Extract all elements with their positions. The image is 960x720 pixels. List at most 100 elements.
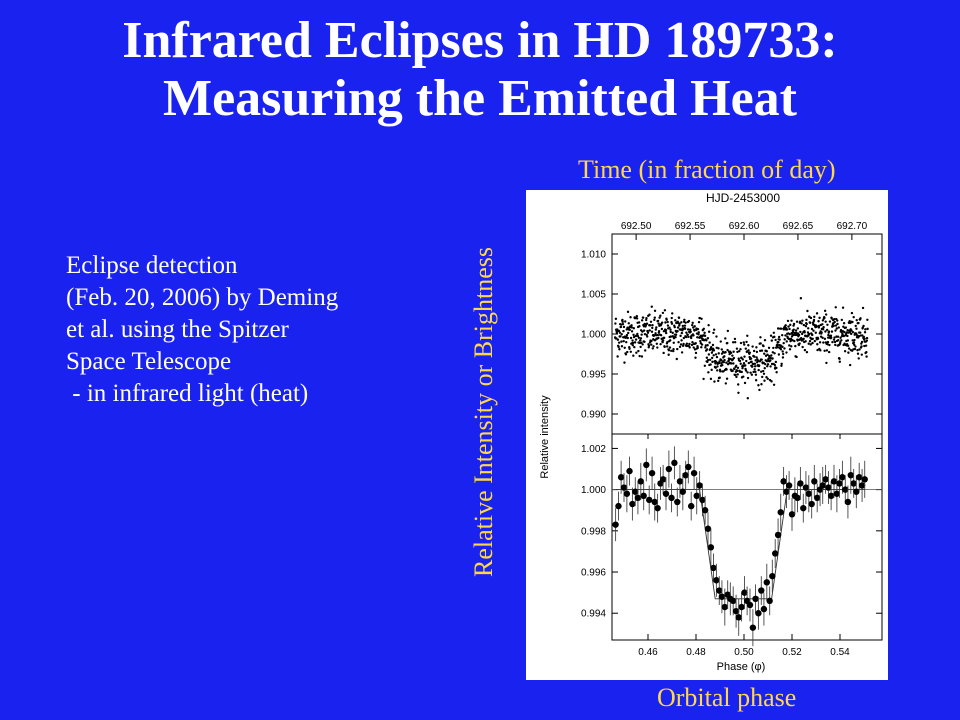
raw-data-point xyxy=(826,323,829,326)
raw-data-point xyxy=(685,331,688,334)
binned-data-point xyxy=(752,595,759,602)
raw-data-point xyxy=(640,319,644,322)
raw-data-point xyxy=(696,346,699,350)
raw-data-point xyxy=(828,343,831,347)
raw-data-point xyxy=(662,351,665,355)
raw-data-point xyxy=(672,348,675,351)
binned-data-point xyxy=(783,488,790,495)
raw-data-point xyxy=(710,356,714,360)
raw-data-point xyxy=(785,351,788,354)
raw-data-point xyxy=(801,319,804,322)
raw-data-point xyxy=(718,376,721,379)
raw-data-point xyxy=(734,373,737,377)
raw-data-point xyxy=(865,339,869,342)
raw-data-point xyxy=(846,344,850,347)
raw-data-point xyxy=(747,344,750,347)
raw-data-point xyxy=(856,352,860,355)
raw-data-point xyxy=(688,342,691,346)
raw-data-point xyxy=(788,348,792,351)
raw-data-point xyxy=(648,329,651,332)
raw-data-point xyxy=(631,341,635,345)
raw-data-point xyxy=(751,345,754,348)
raw-data-point xyxy=(748,351,752,354)
raw-data-point xyxy=(692,334,695,337)
raw-data-point xyxy=(847,351,850,354)
raw-data-point xyxy=(803,348,807,352)
raw-data-point xyxy=(705,348,709,351)
raw-data-point xyxy=(706,337,710,340)
raw-data-point xyxy=(706,344,709,347)
raw-data-point xyxy=(622,325,626,329)
raw-data-point xyxy=(807,342,810,345)
raw-data-point xyxy=(677,341,680,344)
raw-data-point xyxy=(712,349,716,352)
raw-data-point xyxy=(738,359,742,363)
binned-data-point xyxy=(732,607,740,615)
raw-data-point xyxy=(744,347,747,350)
raw-data-point xyxy=(811,337,814,341)
raw-data-point xyxy=(843,330,846,334)
raw-data-point xyxy=(827,333,830,337)
raw-data-point xyxy=(863,337,866,340)
raw-data-point xyxy=(656,346,659,349)
raw-data-point xyxy=(749,357,753,360)
raw-data-point xyxy=(637,321,641,324)
binned-data-point xyxy=(814,494,821,502)
raw-data-point xyxy=(757,368,760,372)
raw-data-point xyxy=(678,322,681,325)
raw-data-point xyxy=(645,322,649,325)
raw-data-point xyxy=(635,351,638,354)
raw-data-point xyxy=(735,375,738,379)
raw-data-point xyxy=(733,367,736,371)
binned-data-point xyxy=(707,544,715,551)
raw-data-point xyxy=(639,345,642,349)
binned-data-point xyxy=(637,478,644,485)
raw-data-point xyxy=(669,328,672,331)
raw-data-point xyxy=(651,323,654,327)
raw-data-point xyxy=(665,345,669,348)
raw-data-point xyxy=(645,316,648,320)
raw-data-point xyxy=(830,336,833,339)
raw-data-point xyxy=(794,329,798,332)
raw-data-point xyxy=(839,340,842,344)
raw-data-point xyxy=(803,331,806,334)
bottom-panel-y-tick-label: 1.002 xyxy=(581,444,606,455)
raw-data-point xyxy=(706,360,709,364)
binned-data-point xyxy=(690,469,698,477)
raw-data-point xyxy=(678,324,681,327)
description-line: - in infrared light (heat) xyxy=(66,380,309,407)
raw-data-point xyxy=(816,337,820,340)
raw-data-point xyxy=(782,341,785,345)
raw-data-point xyxy=(763,352,766,355)
raw-data-point xyxy=(653,316,656,319)
raw-data-point xyxy=(625,333,629,337)
raw-data-point xyxy=(805,350,809,354)
raw-data-point xyxy=(758,388,761,392)
raw-data-point xyxy=(763,379,766,382)
description-line: Eclipse detection xyxy=(66,252,238,279)
raw-data-point xyxy=(830,317,833,320)
raw-data-point xyxy=(681,344,685,348)
raw-data-point xyxy=(619,335,622,338)
raw-data-point xyxy=(801,345,804,349)
raw-data-point xyxy=(836,319,839,322)
raw-data-point xyxy=(666,320,669,324)
raw-data-point xyxy=(855,327,858,330)
description-line: et al. using the Spitzer xyxy=(66,316,289,343)
raw-data-point xyxy=(741,367,744,370)
raw-data-point xyxy=(693,325,696,328)
raw-data-point xyxy=(713,380,716,383)
raw-data-point xyxy=(726,341,729,345)
raw-data-point xyxy=(822,341,825,344)
raw-data-point xyxy=(669,330,672,334)
raw-data-point xyxy=(720,348,723,351)
raw-data-point xyxy=(853,343,856,346)
x-tick-label: 0.46 xyxy=(638,647,658,658)
raw-data-point xyxy=(757,364,761,367)
raw-data-point xyxy=(744,369,748,372)
raw-data-point xyxy=(788,327,791,331)
raw-data-point xyxy=(659,314,662,317)
raw-data-point xyxy=(747,349,750,352)
raw-data-point xyxy=(791,339,794,342)
raw-data-point xyxy=(862,324,865,328)
